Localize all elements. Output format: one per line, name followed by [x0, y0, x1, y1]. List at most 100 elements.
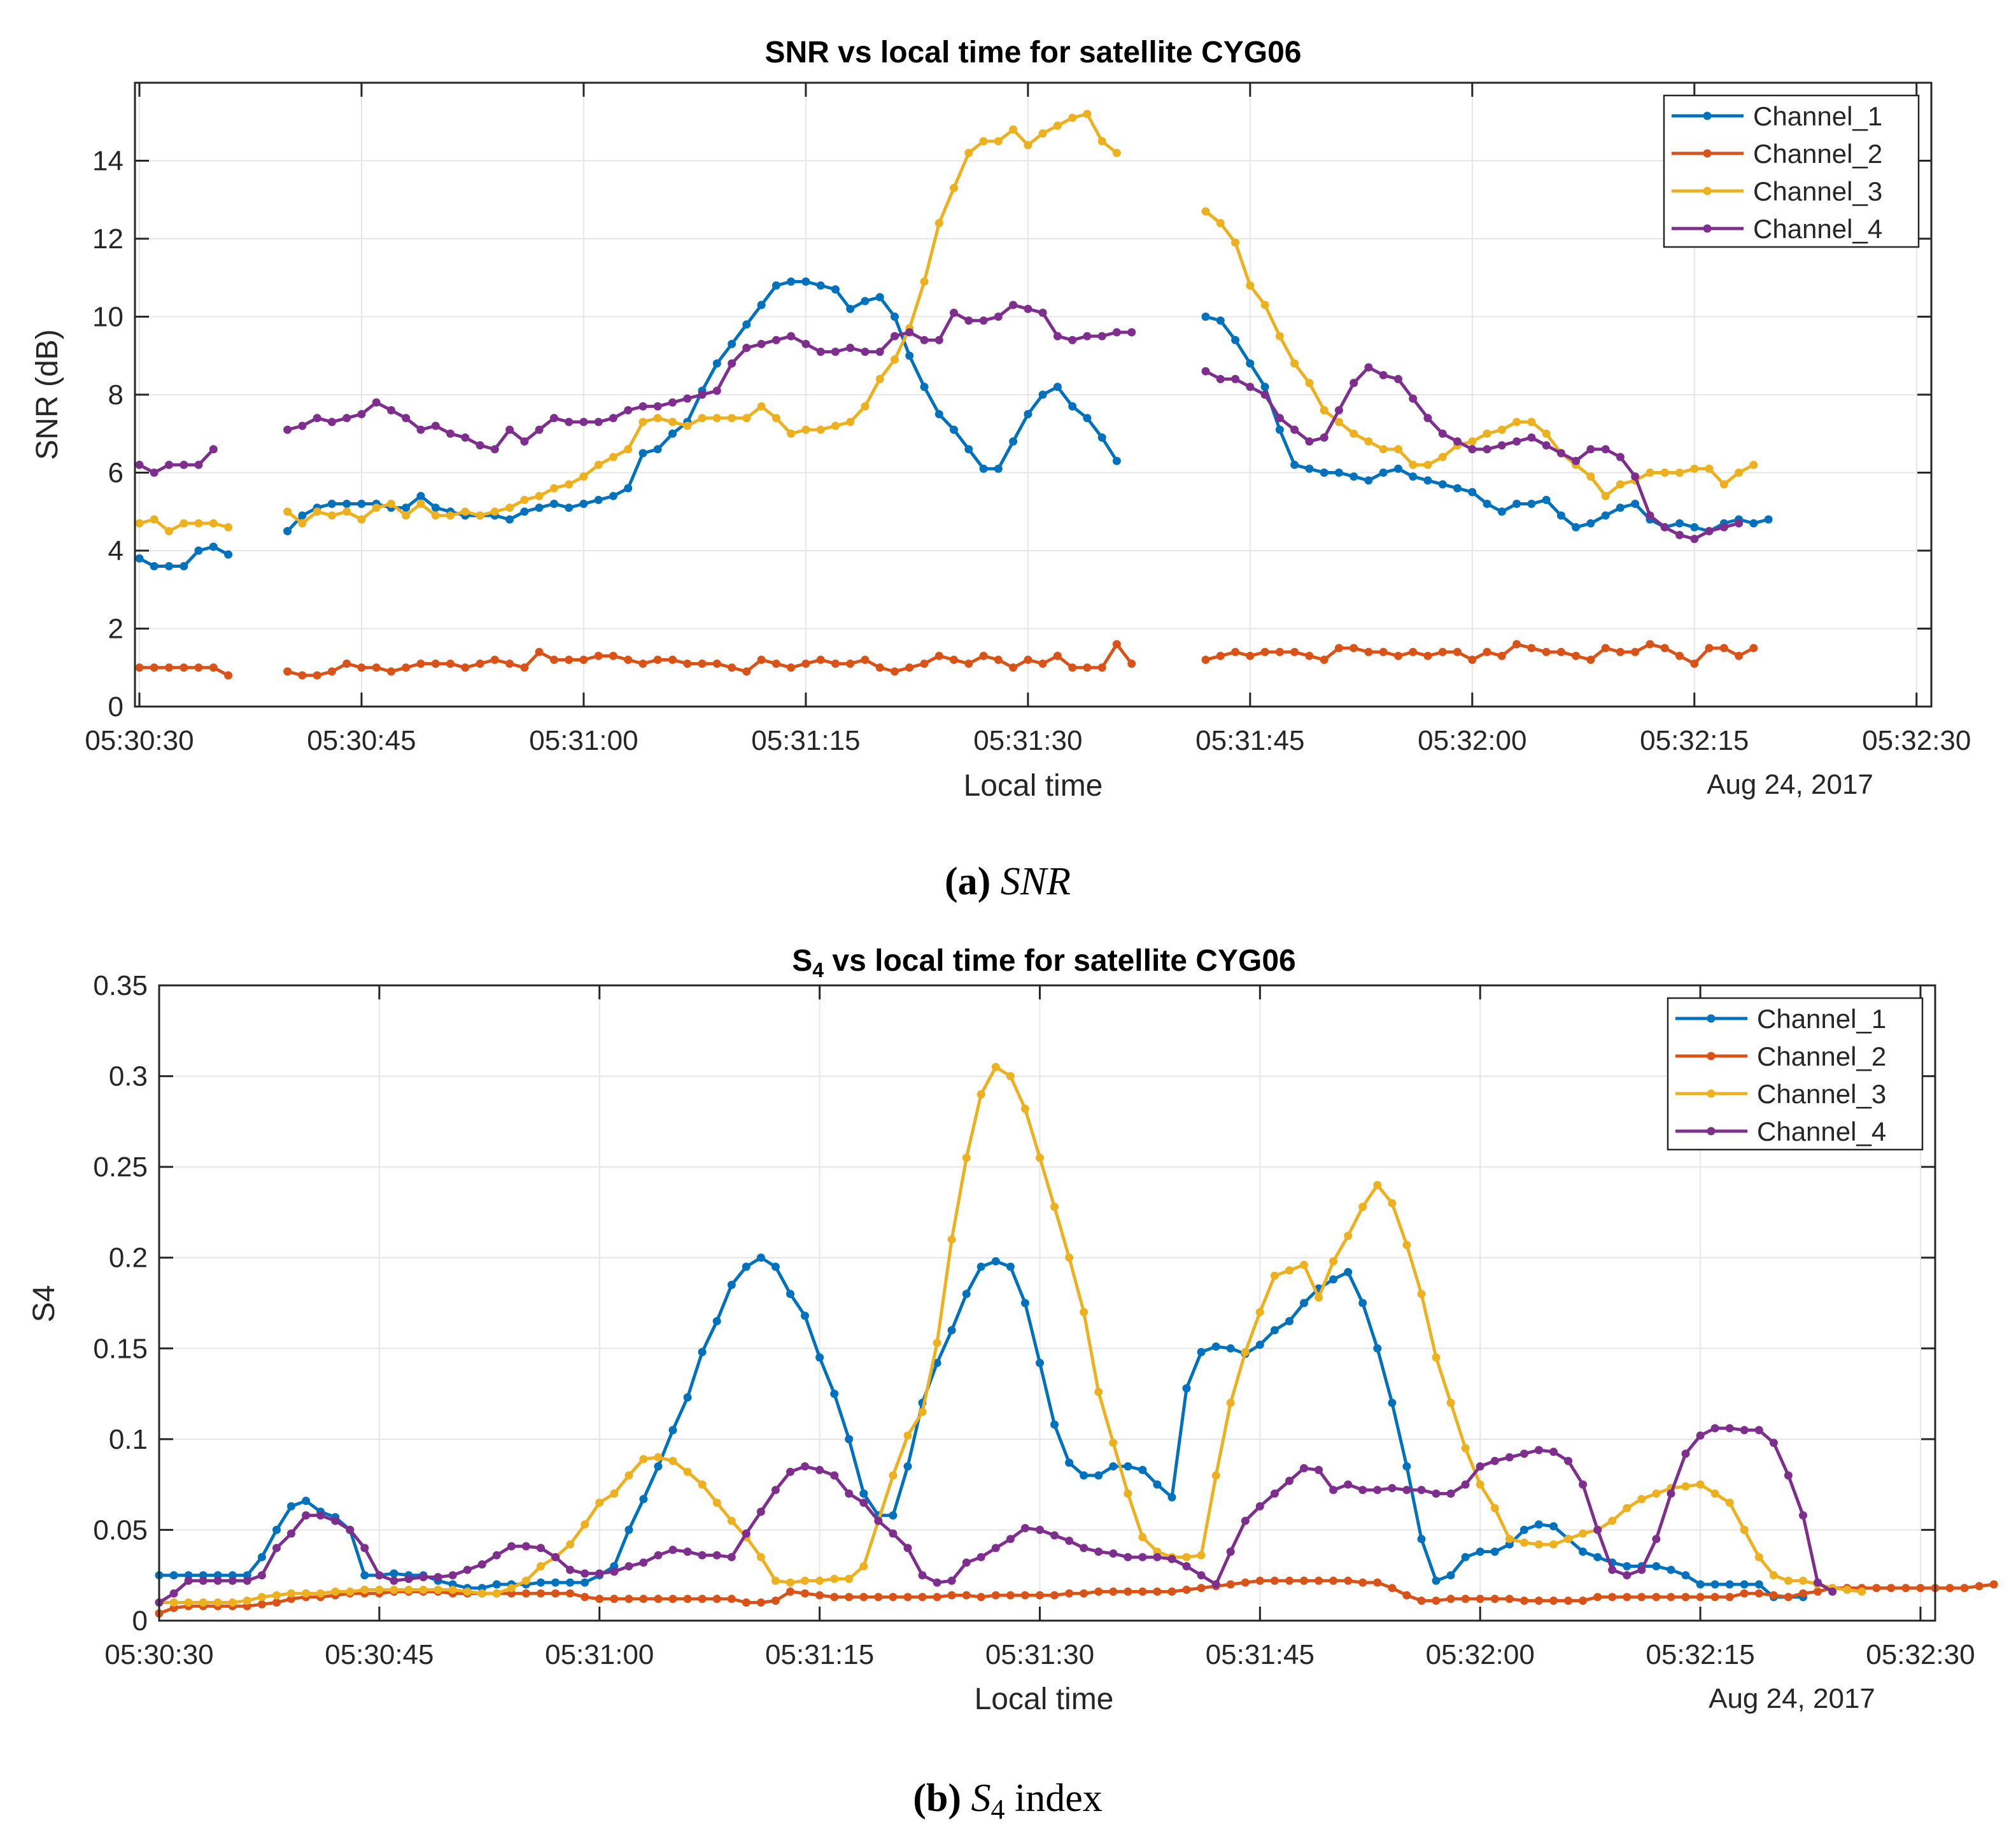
chart-b-point-channel-4 — [668, 1546, 677, 1554]
chart-b-point-channel-2 — [1182, 1586, 1191, 1594]
chart-a-point-channel-3 — [1038, 129, 1047, 138]
chart-a-point-channel-2 — [1334, 644, 1343, 652]
chart-b-point-channel-2 — [1608, 1593, 1617, 1602]
chart-a-point-channel-3 — [431, 511, 440, 520]
chart-b-point-channel-2 — [1270, 1576, 1279, 1585]
chart-a-point-channel-3 — [194, 519, 203, 528]
chart-b-point-channel-2 — [712, 1595, 721, 1603]
chart-b-point-channel-4 — [830, 1471, 839, 1480]
chart-a-point-channel-4 — [565, 418, 574, 426]
chart-b-point-channel-2 — [1593, 1593, 1602, 1602]
chart-b-point-channel-4 — [316, 1511, 325, 1520]
chart-b-series-channel-1 — [155, 1253, 1807, 1602]
chart-b-point-channel-1 — [1153, 1480, 1162, 1489]
chart-b-point-channel-2 — [1315, 1576, 1323, 1585]
chart-b-point-channel-4 — [1623, 1571, 1632, 1580]
chart-b-point-channel-1 — [302, 1497, 311, 1505]
chart-a-point-channel-1 — [209, 542, 218, 551]
chart-b-point-channel-3 — [1065, 1253, 1074, 1262]
chart-a-point-channel-4 — [1260, 390, 1269, 399]
chart-b-series-channel-4 — [155, 1424, 1837, 1607]
chart-b-point-channel-4 — [169, 1589, 178, 1598]
chart-b-point-channel-2 — [1784, 1593, 1793, 1602]
chart-a-point-channel-2 — [1379, 647, 1388, 656]
chart-a-point-channel-1 — [905, 351, 914, 360]
chart-a-point-channel-2 — [209, 663, 218, 672]
chart-a-point-channel-4 — [1453, 437, 1462, 446]
chart-b-point-channel-2 — [1740, 1589, 1749, 1598]
chart-a-line-channel-4 — [286, 303, 1132, 451]
chart-b-point-channel-3 — [1417, 1290, 1426, 1299]
chart-b-point-channel-1 — [962, 1290, 971, 1299]
chart-a-point-channel-1 — [579, 500, 588, 508]
chart-a-point-channel-4 — [609, 414, 617, 423]
chart-a-point-channel-3 — [1660, 469, 1669, 477]
chart-b-point-channel-4 — [1432, 1489, 1441, 1498]
chart-a-point-channel-1 — [1320, 469, 1329, 477]
chart-b-xtick-label: 05:31:15 — [765, 1639, 874, 1670]
chart-a-point-channel-3 — [1201, 207, 1210, 216]
chart-b-caption-main: S — [971, 1777, 991, 1820]
chart-b-point-channel-2 — [1094, 1587, 1103, 1596]
chart-b-point-channel-4 — [1476, 1462, 1484, 1471]
chart-b-point-channel-4 — [1740, 1426, 1749, 1435]
chart-b-point-channel-1 — [903, 1462, 912, 1471]
chart-a-point-channel-1 — [1038, 390, 1047, 399]
chart-a-point-channel-1 — [653, 445, 662, 454]
chart-b-point-channel-1 — [1417, 1535, 1426, 1544]
chart-a-point-channel-3 — [372, 504, 381, 512]
chart-b-point-channel-4 — [1050, 1531, 1059, 1540]
chart-a-point-channel-2 — [757, 656, 766, 664]
chart-b-point-channel-4 — [1020, 1524, 1029, 1533]
chart-b-point-channel-2 — [1402, 1591, 1411, 1600]
chart-b-point-channel-2 — [962, 1591, 971, 1600]
chart-a-point-channel-1 — [1394, 464, 1402, 473]
chart-b-point-channel-3 — [537, 1562, 545, 1570]
chart-a-point-channel-4 — [1468, 445, 1477, 454]
chart-b-point-channel-2 — [639, 1595, 648, 1603]
chart-b-point-channel-3 — [1329, 1257, 1338, 1265]
chart-a-point-channel-3 — [357, 515, 366, 524]
chart-a-point-channel-2 — [624, 656, 633, 664]
chart-b-point-channel-4 — [918, 1571, 927, 1580]
chart-a-point-channel-1 — [1068, 402, 1077, 411]
chart-a-point-channel-1 — [535, 504, 544, 512]
chart-b-point-channel-2 — [698, 1595, 707, 1603]
chart-b-plot-area — [159, 985, 1935, 1621]
chart-a-point-channel-2 — [1675, 651, 1684, 660]
chart-a-point-channel-2 — [387, 667, 395, 676]
chart-b-point-channel-2 — [918, 1593, 927, 1602]
chart-a-point-channel-4 — [1394, 375, 1402, 383]
chart-a-point-channel-2 — [1572, 651, 1581, 660]
chart-a-point-channel-2 — [1453, 647, 1462, 656]
chart-b-point-channel-2 — [668, 1595, 677, 1603]
chart-b-point-channel-2 — [1373, 1578, 1382, 1587]
chart-b-ytick-label: 0.3 — [109, 1061, 148, 1092]
chart-b-point-channel-1 — [815, 1353, 824, 1362]
chart-b-point-channel-4 — [1285, 1476, 1293, 1485]
chart-a-point-channel-2 — [934, 651, 943, 660]
chart-a-point-channel-2 — [1527, 644, 1536, 652]
chart-b-point-channel-3 — [1402, 1241, 1411, 1250]
chart-b-point-channel-3 — [287, 1589, 295, 1598]
chart-b-point-channel-4 — [213, 1576, 222, 1585]
chart-a-title: SNR vs local time for satellite CYG06 — [765, 36, 1302, 69]
chart-a-point-channel-1 — [772, 281, 780, 290]
chart-b-point-channel-2 — [1065, 1589, 1074, 1598]
chart-b-point-channel-3 — [683, 1467, 692, 1476]
chart-b-xtick-label: 05:32:15 — [1646, 1639, 1754, 1670]
chart-a-point-channel-1 — [846, 304, 855, 313]
chart-b-legend-label: Channel_4 — [1757, 1117, 1886, 1146]
chart-b-series-channel-3 — [155, 1062, 1866, 1607]
chart-b-point-channel-4 — [1388, 1484, 1397, 1493]
chart-b-point-channel-4 — [1534, 1446, 1543, 1455]
chart-a-point-channel-2 — [712, 659, 721, 668]
chart-a-point-channel-3 — [209, 519, 218, 528]
chart-a-caption-label: (a) — [945, 860, 990, 903]
chart-b-point-channel-4 — [1226, 1547, 1235, 1556]
chart-a-xtick-label: 05:31:15 — [751, 725, 860, 756]
chart-b-point-channel-2 — [1241, 1578, 1250, 1587]
chart-a-point-channel-1 — [283, 526, 292, 535]
chart-b-point-channel-4 — [1197, 1571, 1206, 1580]
chart-b-point-channel-2 — [1490, 1595, 1499, 1603]
